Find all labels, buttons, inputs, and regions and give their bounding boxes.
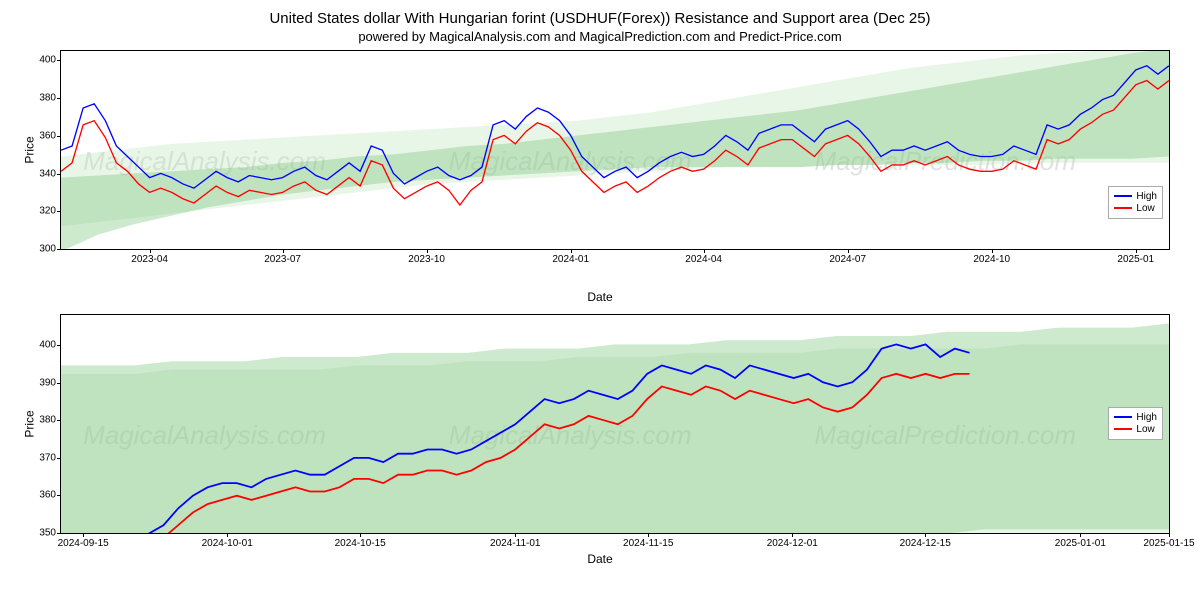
- legend-swatch-high: [1114, 416, 1132, 418]
- legend-swatch-low: [1114, 207, 1132, 209]
- xtick-label: 2024-12-01: [767, 538, 818, 549]
- xtick-label: 2025-01-01: [1055, 538, 1106, 549]
- xtick-label: 2023-04: [131, 254, 168, 265]
- chart-svg-bottom: [61, 315, 1169, 533]
- legend-label-high: High: [1136, 191, 1157, 202]
- ytick-label: 400: [26, 340, 56, 351]
- xtick-label: 2024-10-15: [335, 538, 386, 549]
- xtick-label: 2024-07: [829, 254, 866, 265]
- ytick-label: 370: [26, 452, 56, 463]
- ytick-label: 340: [26, 168, 56, 179]
- xlabel-top: Date: [10, 290, 1190, 304]
- legend-label-low: Low: [1136, 203, 1154, 214]
- xtick-label: 2025-01: [1117, 254, 1154, 265]
- ytick-label: 350: [26, 528, 56, 539]
- legend-row-high: High: [1114, 412, 1157, 423]
- xtick-label: 2023-07: [264, 254, 301, 265]
- ytick-label: 380: [26, 415, 56, 426]
- xtick-label: 2024-10-01: [202, 538, 253, 549]
- legend-row-low: Low: [1114, 203, 1157, 214]
- ytick-label: 360: [26, 130, 56, 141]
- legend-top: High Low: [1108, 186, 1163, 219]
- legend-bottom: High Low: [1108, 407, 1163, 440]
- xtick-label: 2024-11-15: [623, 538, 673, 549]
- legend-row-low: Low: [1114, 424, 1157, 435]
- chart-top: Price MagicalAnalysis.com MagicalAnalysi…: [60, 50, 1170, 250]
- chart-title-main: United States dollar With Hungarian fori…: [10, 10, 1190, 27]
- chart-svg-top: [61, 51, 1169, 249]
- xtick-label: 2024-12-15: [900, 538, 951, 549]
- xtick-label: 2024-01: [552, 254, 589, 265]
- xtick-label: 2024-04: [685, 254, 722, 265]
- legend-swatch-low: [1114, 428, 1132, 430]
- legend-swatch-high: [1114, 195, 1132, 197]
- plot-area-top: MagicalAnalysis.com MagicalAnalysis.com …: [61, 51, 1169, 249]
- legend-row-high: High: [1114, 191, 1157, 202]
- xlabel-bottom: Date: [10, 552, 1190, 566]
- xtick-label: 2024-11-01: [490, 538, 540, 549]
- ytick-label: 390: [26, 377, 56, 388]
- ytick-label: 300: [26, 244, 56, 255]
- ytick-label: 380: [26, 93, 56, 104]
- legend-label-high: High: [1136, 412, 1157, 423]
- xtick-label: 2023-10: [408, 254, 445, 265]
- xtick-label: 2024-09-15: [58, 538, 109, 549]
- chart-title-sub: powered by MagicalAnalysis.com and Magic…: [10, 29, 1190, 44]
- plot-area-bottom: MagicalAnalysis.com MagicalAnalysis.com …: [61, 315, 1169, 533]
- xtick-label: 2025-01-15: [1143, 538, 1194, 549]
- xtick-label: 2024-10: [973, 254, 1010, 265]
- ytick-label: 400: [26, 55, 56, 66]
- ytick-label: 320: [26, 206, 56, 217]
- legend-label-low: Low: [1136, 424, 1154, 435]
- chart-bottom: Price MagicalAnalysis.com MagicalAnalysi…: [60, 314, 1170, 534]
- ytick-label: 360: [26, 490, 56, 501]
